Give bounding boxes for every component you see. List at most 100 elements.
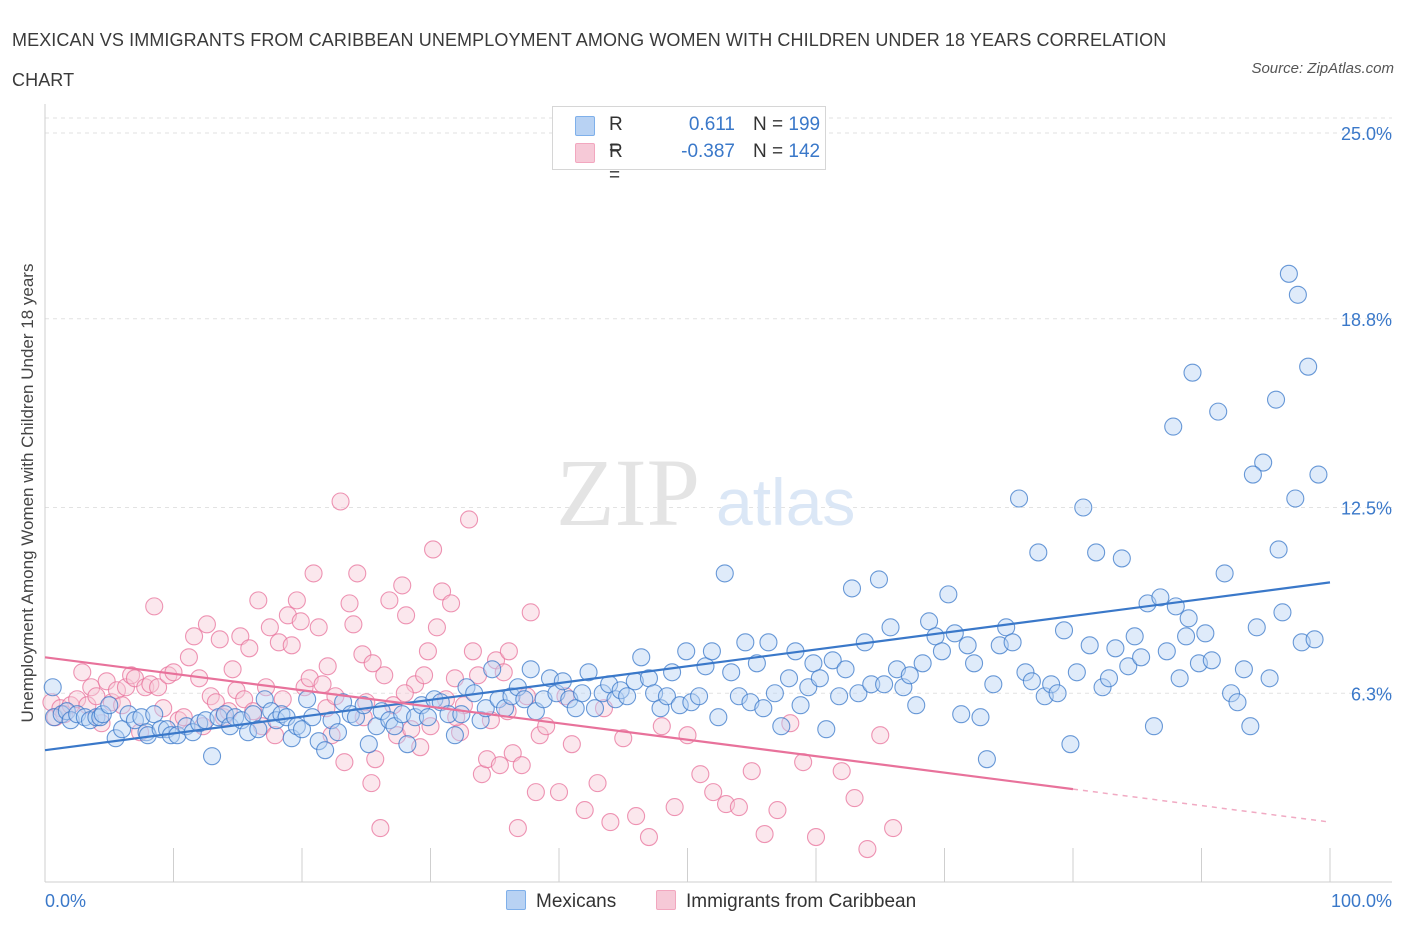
legend-n-label: N = [753,114,784,135]
data-point [677,642,696,661]
data-point [298,690,317,709]
data-point [768,801,787,820]
data-point [231,627,250,646]
source-label: Source: ZipAtlas.com [1251,60,1394,77]
data-point [977,750,996,769]
chart-title: MEXICAN VS IMMIGRANTS FROM CARIBBEAN UNE… [12,30,1167,90]
data-point [1016,663,1035,682]
y-axis-label: Unemployment Among Women with Children U… [18,264,37,723]
data-point [573,684,592,703]
data-point [398,735,417,754]
data-point [91,708,110,727]
correlation-legend: R = 0.611 N = 199 R = -0.387 N = 142 [552,106,826,186]
legend-item-mexicans[interactable]: Mexicans [506,889,616,915]
data-point [97,672,116,691]
data-point [952,705,971,724]
data-point [433,582,452,601]
axes [44,104,1392,883]
data-point [1247,618,1266,637]
data-point [499,642,518,661]
data-point [1299,357,1318,376]
data-point [459,510,479,529]
data-point [512,756,531,775]
data-point [203,747,222,766]
data-point [845,789,864,808]
data-point [913,654,932,673]
legend-n-value: 199 [788,114,821,135]
data-point [1009,489,1029,508]
data-point [618,687,637,706]
data-point [244,705,263,724]
data-point [442,594,461,613]
series-legend: Mexicans Immigrants from Caribbean [0,889,1406,915]
data-point [287,591,306,610]
data-point [179,648,198,667]
data-point [1003,633,1022,652]
legend-r-label: R = [609,114,623,159]
data-point [696,657,715,676]
trend-line-caribbean [44,656,1074,791]
data-point [907,696,926,715]
data-point [1241,717,1260,736]
data-point [318,657,337,676]
data-point [926,627,945,646]
data-point [1243,465,1262,484]
data-point [1048,684,1067,703]
data-point [309,618,328,637]
trend-lines [44,581,1331,823]
data-point [765,684,784,703]
data-point [68,690,87,709]
data-point [759,633,778,652]
data-point [92,714,111,733]
data-point [418,642,437,661]
data-point [566,699,585,718]
data-point [113,720,132,739]
data-point [328,723,348,742]
gridlines [45,117,1392,694]
data-point [869,570,889,589]
data-point [1061,735,1080,754]
data-point [810,669,829,688]
data-point [627,807,646,826]
data-point [670,696,689,715]
data-point [830,687,849,706]
data-point [359,735,378,754]
watermark: ZIP atlas [556,439,855,546]
data-point [884,819,903,838]
data-point [1179,609,1198,628]
legend-r-value: -0.387 [681,141,735,162]
data-point [393,576,412,595]
data-point [215,705,234,724]
data-point [772,717,791,736]
data-point [424,540,443,559]
legend-n: N = 199 [753,113,820,137]
data-point [240,639,259,658]
data-point [729,798,748,817]
legend-r-value: 0.611 [688,114,735,135]
legend-item-caribbean[interactable]: Immigrants from Caribbean [656,889,916,915]
data-point [832,762,851,781]
data-point [663,663,682,682]
data-point [452,705,471,724]
data-point [1266,390,1286,409]
data-point [549,783,569,802]
legend-n-label: N = [753,141,784,162]
data-point [451,723,470,742]
x-tick-label: 100.0% [1331,891,1392,911]
data-point [1029,543,1048,562]
data-point [100,696,119,715]
y-tick-label: 18.8% [1341,310,1392,330]
data-point [42,693,61,712]
data-point [791,696,810,715]
data-point [260,618,279,637]
data-point [755,825,774,844]
data-point [1202,651,1221,670]
data-point [1222,684,1241,703]
data-point [526,783,545,802]
legend-swatch-mexicans [506,890,526,911]
data-point [747,654,766,673]
data-point [1215,564,1234,583]
data-point [201,687,220,706]
data-point [282,636,301,655]
data-point [366,750,385,769]
